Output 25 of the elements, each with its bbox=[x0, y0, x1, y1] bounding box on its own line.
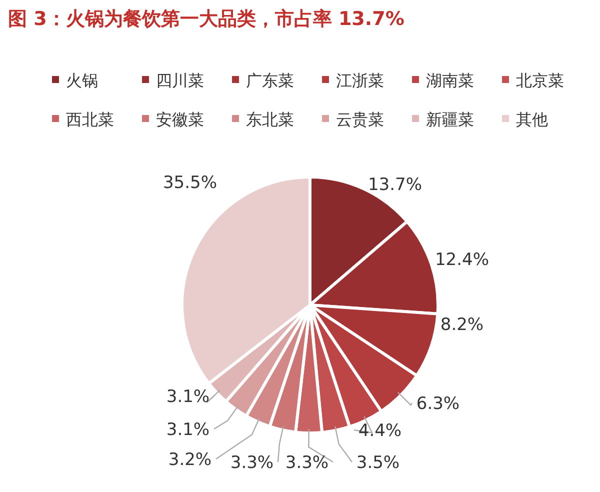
legend-label: 东北菜 bbox=[246, 110, 294, 129]
data-label: 8.2% bbox=[440, 315, 484, 335]
chart-title: 图 3：火锅为餐饮第一大品类，市占率 13.7% bbox=[8, 8, 404, 30]
legend-label: 新疆菜 bbox=[426, 110, 474, 129]
legend-label: 四川菜 bbox=[156, 71, 204, 90]
data-label: 3.1% bbox=[166, 387, 210, 407]
legend-label: 其他 bbox=[516, 110, 548, 129]
data-label: 12.4% bbox=[434, 250, 490, 270]
legend-label: 北京菜 bbox=[516, 71, 564, 90]
data-label: 3.5% bbox=[356, 453, 400, 473]
data-label: 3.3% bbox=[285, 453, 329, 473]
legend-label: 火锅 bbox=[66, 71, 98, 90]
data-label: 35.5% bbox=[162, 173, 218, 193]
data-label: 3.1% bbox=[166, 420, 210, 440]
legend-label: 西北菜 bbox=[66, 110, 114, 129]
data-label: 3.3% bbox=[230, 453, 274, 473]
data-label: 3.2% bbox=[168, 450, 212, 470]
data-label: 6.3% bbox=[416, 394, 460, 414]
legend-label: 江浙菜 bbox=[336, 71, 384, 90]
data-label: 13.7% bbox=[368, 175, 422, 195]
legend-label: 安徽菜 bbox=[156, 110, 204, 129]
legend-label: 湖南菜 bbox=[426, 71, 474, 90]
data-label: 4.4% bbox=[358, 421, 402, 441]
legend-label: 云贵菜 bbox=[336, 110, 384, 129]
legend-label: 广东菜 bbox=[246, 71, 294, 90]
